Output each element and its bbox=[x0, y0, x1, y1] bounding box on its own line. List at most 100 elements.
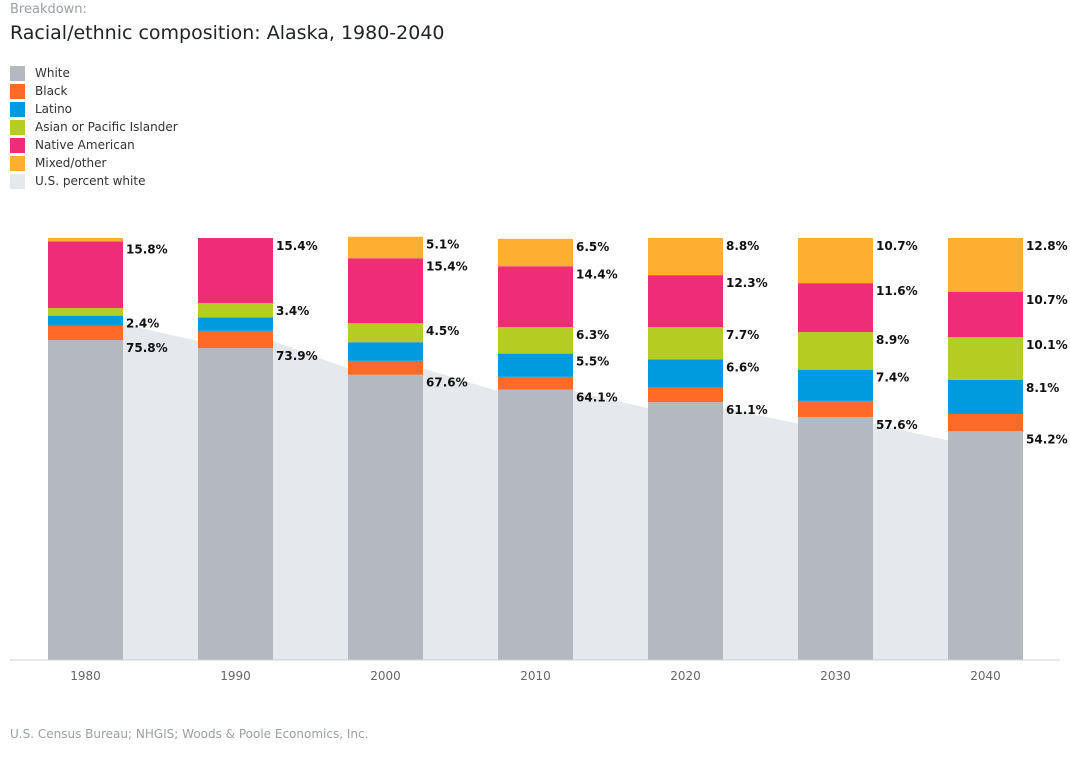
legend-item-mixed-other: Mixed/other bbox=[10, 154, 178, 172]
data-label: 3.4% bbox=[276, 304, 309, 318]
legend-swatch bbox=[10, 83, 25, 99]
data-label: 6.6% bbox=[726, 361, 759, 375]
bar-segment-asian-or-pacific-islander-2020 bbox=[648, 327, 723, 360]
bar-segment-native-american-2030 bbox=[798, 283, 873, 333]
legend-swatch bbox=[10, 119, 25, 135]
data-label: 10.7% bbox=[876, 239, 918, 253]
data-label: 57.6% bbox=[876, 418, 918, 432]
bar-segment-mixed-other-2010 bbox=[498, 238, 573, 267]
legend-label: Black bbox=[35, 84, 68, 98]
bar-segment-mixed-other-2030 bbox=[798, 238, 873, 284]
bar-segment-white-2020 bbox=[648, 402, 723, 660]
data-label: 14.4% bbox=[576, 267, 618, 281]
x-tick-label: 2030 bbox=[820, 669, 851, 683]
bar-segment-black-2010 bbox=[498, 376, 573, 390]
data-label: 75.8% bbox=[126, 341, 168, 355]
legend-item-us-percent-white: U.S. percent white bbox=[10, 172, 178, 190]
x-tick-label: 1990 bbox=[220, 669, 251, 683]
bar-segment-native-american-2000 bbox=[348, 258, 423, 324]
bar-segment-white-1980 bbox=[48, 340, 123, 660]
legend-swatch bbox=[10, 173, 25, 189]
bar-segment-latino-2030 bbox=[798, 369, 873, 401]
legend-swatch bbox=[10, 65, 25, 81]
bar-segment-native-american-2020 bbox=[648, 275, 723, 328]
bar-segment-black-2040 bbox=[948, 413, 1023, 432]
chart-eyebrow: Breakdown: bbox=[10, 2, 87, 17]
bar-segment-latino-1980 bbox=[48, 315, 123, 326]
data-label: 8.8% bbox=[726, 239, 759, 253]
bar-segment-white-2010 bbox=[498, 389, 573, 660]
bar-segment-white-2000 bbox=[348, 374, 423, 660]
legend-item-native-american: Native American bbox=[10, 136, 178, 154]
legend-label: White bbox=[35, 66, 70, 80]
x-tick-label: 2010 bbox=[520, 669, 551, 683]
data-label: 7.4% bbox=[876, 371, 909, 385]
data-label: 4.5% bbox=[426, 324, 459, 338]
bar-segment-mixed-other-2040 bbox=[948, 238, 1023, 293]
data-label: 2.4% bbox=[126, 317, 159, 331]
data-label: 12.3% bbox=[726, 276, 768, 290]
bar-segment-black-1990 bbox=[198, 330, 273, 349]
x-tick-label: 2020 bbox=[670, 669, 701, 683]
legend-item-latino: Latino bbox=[10, 100, 178, 118]
data-label: 6.5% bbox=[576, 240, 609, 254]
bar-segment-white-2040 bbox=[948, 431, 1023, 660]
data-label: 7.7% bbox=[726, 328, 759, 342]
data-label: 6.3% bbox=[576, 328, 609, 342]
bar-segment-native-american-2010 bbox=[498, 266, 573, 328]
data-label: 5.1% bbox=[426, 238, 459, 252]
bar-segment-black-2020 bbox=[648, 387, 723, 403]
bar-segment-native-american-1990 bbox=[198, 238, 273, 303]
legend-item-white: White bbox=[10, 64, 178, 82]
bar-segment-black-2030 bbox=[798, 400, 873, 417]
legend-label: Asian or Pacific Islander bbox=[35, 120, 178, 134]
bar-segment-asian-or-pacific-islander-2000 bbox=[348, 323, 423, 343]
bar-segment-asian-or-pacific-islander-2030 bbox=[798, 332, 873, 370]
legend-item-black: Black bbox=[10, 82, 178, 100]
bar-segment-black-2000 bbox=[348, 360, 423, 375]
bar-segment-mixed-other-2020 bbox=[648, 238, 723, 276]
data-label: 12.8% bbox=[1026, 239, 1068, 253]
legend: White Black Latino Asian or Pacific Isla… bbox=[10, 64, 178, 190]
legend-item-asian: Asian or Pacific Islander bbox=[10, 118, 178, 136]
legend-label: Mixed/other bbox=[35, 156, 107, 170]
data-label: 10.1% bbox=[1026, 338, 1068, 352]
legend-label: U.S. percent white bbox=[35, 174, 146, 188]
bar-segment-asian-or-pacific-islander-1980 bbox=[48, 308, 123, 316]
legend-label: Latino bbox=[35, 102, 73, 116]
bar-segment-asian-or-pacific-islander-2010 bbox=[498, 327, 573, 354]
legend-swatch bbox=[10, 137, 25, 153]
stacked-bar-chart: 75.8% 2.4% 15.8% 1980 73.9% 3.4% 15.4% 1990 67.6… bbox=[10, 236, 1068, 683]
bar-segment-asian-or-pacific-islander-2040 bbox=[948, 337, 1023, 380]
data-label: 61.1% bbox=[726, 403, 768, 417]
bar-segment-asian-or-pacific-islander-1990 bbox=[198, 302, 273, 318]
legend-label: Native American bbox=[35, 138, 135, 152]
bar-segment-native-american-2040 bbox=[948, 292, 1023, 338]
bar-segment-mixed-other-1980 bbox=[48, 238, 123, 242]
data-label: 15.4% bbox=[426, 259, 468, 273]
data-label: 15.4% bbox=[276, 239, 318, 253]
bar-segment-black-1980 bbox=[48, 325, 123, 341]
bar-segment-latino-2020 bbox=[648, 359, 723, 388]
bar-segment-latino-2010 bbox=[498, 353, 573, 377]
bar-segment-latino-1990 bbox=[198, 317, 273, 331]
data-label: 10.7% bbox=[1026, 293, 1068, 307]
data-label: 54.2% bbox=[1026, 432, 1068, 446]
bar-segment-white-1990 bbox=[198, 348, 273, 660]
data-label: 67.6% bbox=[426, 376, 468, 390]
x-tick-label: 1980 bbox=[70, 669, 101, 683]
data-label: 5.5% bbox=[576, 355, 609, 369]
data-label: 8.1% bbox=[1026, 381, 1059, 395]
bar-segment-latino-2040 bbox=[948, 379, 1023, 414]
legend-swatch bbox=[10, 101, 25, 117]
legend-swatch bbox=[10, 155, 25, 171]
data-label: 8.9% bbox=[876, 333, 909, 347]
data-label: 64.1% bbox=[576, 390, 618, 404]
data-label: 11.6% bbox=[876, 284, 918, 298]
data-label: 73.9% bbox=[276, 349, 318, 363]
bar-segment-mixed-other-2000 bbox=[348, 236, 423, 259]
data-label: 15.8% bbox=[126, 242, 168, 256]
x-tick-label: 2040 bbox=[970, 669, 1001, 683]
x-tick-label: 2000 bbox=[370, 669, 401, 683]
bar-segment-latino-2000 bbox=[348, 342, 423, 361]
